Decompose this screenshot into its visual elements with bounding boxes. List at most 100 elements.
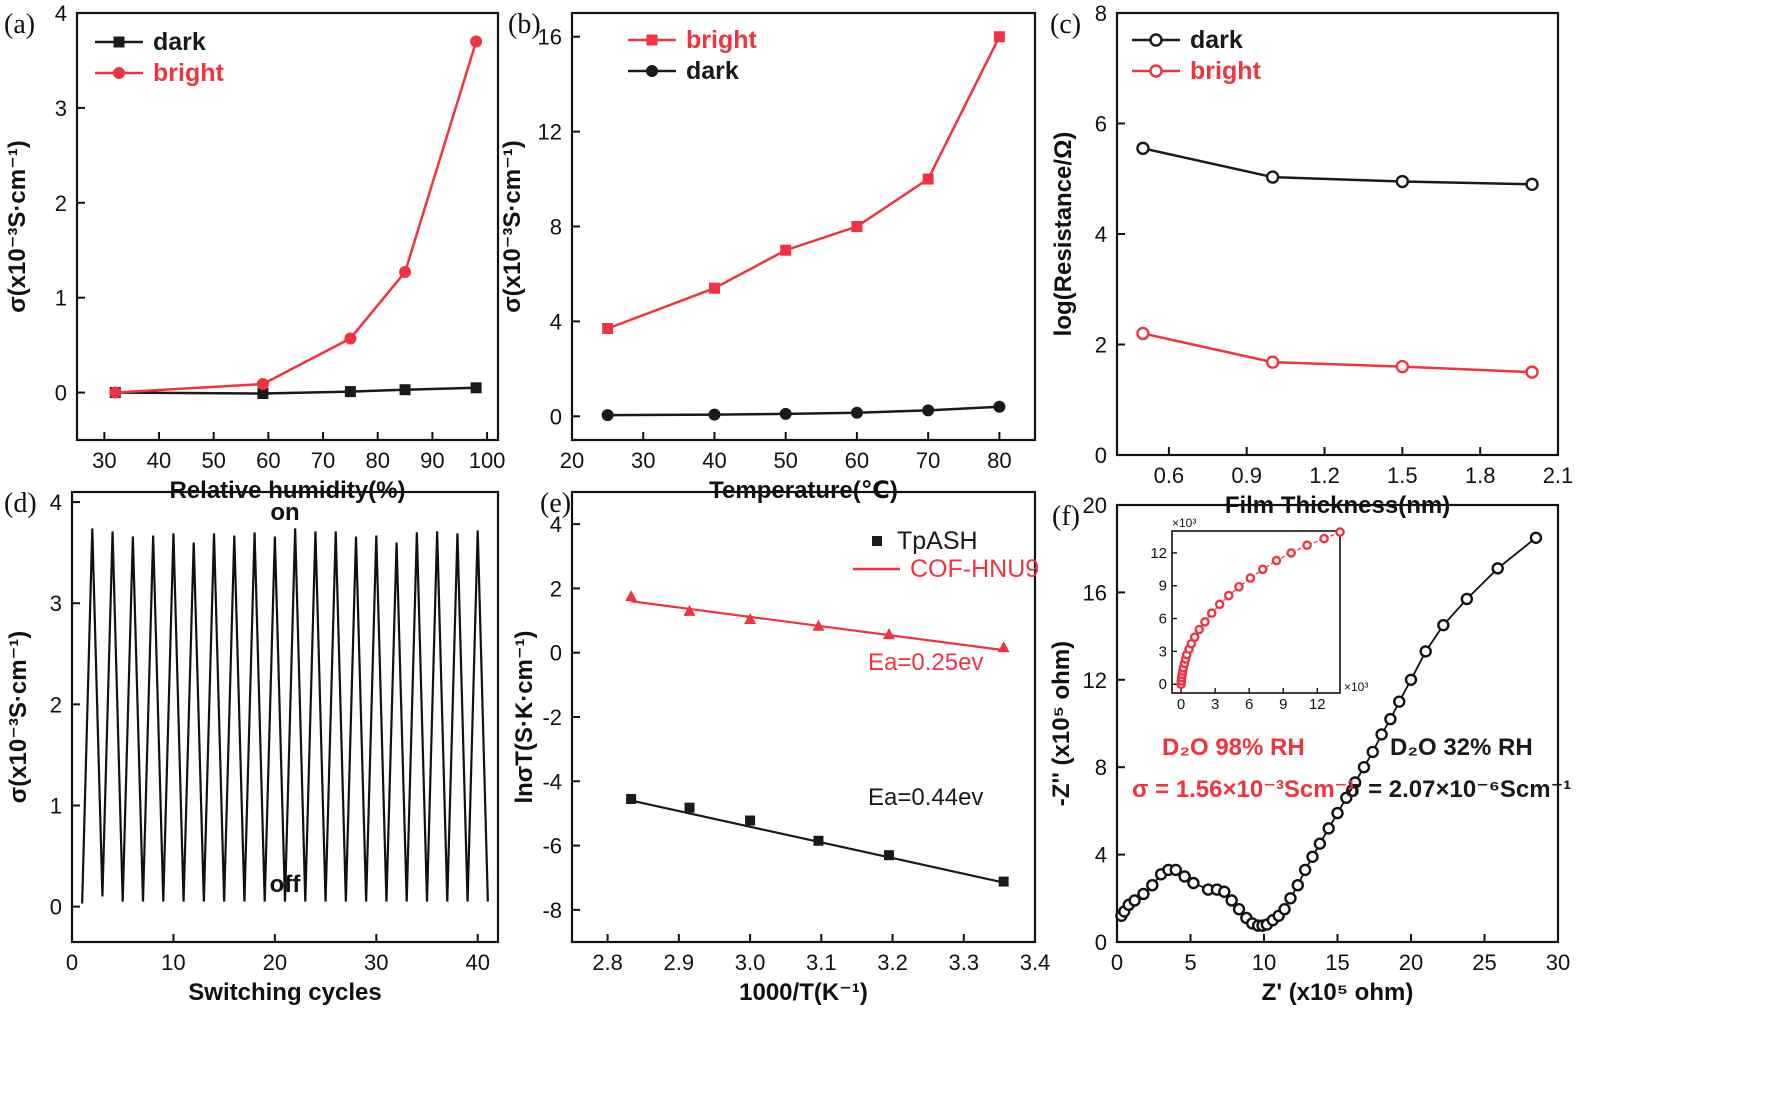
panel-label: (b) [508, 9, 541, 40]
data-point-bright [344, 332, 357, 345]
legend-label: bright [1190, 57, 1261, 85]
legend-label: dark [686, 57, 739, 85]
y-tick-label: 0 [50, 895, 62, 920]
inset-data-point [1271, 555, 1282, 566]
legend-label: dark [1190, 26, 1243, 54]
data-point-nyquist [1225, 894, 1238, 907]
data-point-TpASH [684, 802, 695, 813]
x-tick-label: 50 [773, 448, 797, 473]
data-point-bright [602, 323, 614, 335]
inset-x-multiplier: ×10³ [1344, 680, 1368, 694]
inset-data-point [1234, 582, 1244, 592]
data-point-COF-HNU9 [625, 590, 638, 602]
y-tick-label: 4 [50, 490, 62, 515]
data-point-TpASH [998, 876, 1009, 887]
inset-data-point [1319, 533, 1329, 544]
panel-e: 2.8 2.9 3.0 3.1 3.2 3.3 3.4 -8 -6 -4 -2 0 2 4 1000/T(K… [511, 488, 1050, 1006]
data-point-bright [399, 266, 412, 279]
activation-energy-label: Ea=0.25ev [868, 649, 983, 676]
x-tick-label: 20 [1399, 950, 1423, 975]
y-tick-label: 4 [550, 309, 562, 334]
x-tick-label: 0.6 [1154, 463, 1185, 488]
x-tick-label: 30 [631, 448, 655, 473]
legend-marker [1149, 33, 1163, 47]
data-point-nyquist [1437, 618, 1450, 632]
data-point-bright [993, 31, 1005, 43]
inset-x-tick-label: 12 [1309, 696, 1326, 713]
x-tick-label: 25 [1472, 950, 1496, 975]
y-tick-label: 1 [50, 793, 62, 818]
y-tick-label: 4 [1095, 843, 1107, 868]
x-tick-label: 10 [161, 950, 185, 975]
data-point-nyquist [1232, 903, 1246, 916]
y-tick-label: 12 [1083, 668, 1107, 693]
x-tick-label: 60 [845, 448, 869, 473]
data-point-nyquist [1404, 673, 1418, 686]
data-point-dark [257, 388, 269, 400]
y-axis-label: lnσT(S·K·cm⁻¹) [511, 630, 538, 803]
y-tick-label: 0 [1095, 443, 1107, 468]
inset-x-tick-label: 9 [1279, 696, 1287, 713]
inset-data-point [1286, 548, 1296, 558]
data-point-TpASH [813, 835, 824, 846]
y-tick-label: 0 [55, 381, 67, 406]
x-tick-label: 30 [364, 950, 388, 975]
series-line-bright [1142, 332, 1533, 374]
inset-data-point [1223, 590, 1234, 601]
data-point-nyquist [1278, 903, 1291, 916]
data-point-dark [993, 400, 1006, 413]
data-point-dark [1525, 177, 1539, 191]
inset-y-tick-label: 3 [1159, 643, 1167, 660]
legend-marker [646, 65, 658, 77]
x-tick-label: 70 [311, 448, 335, 473]
x-tick-label: 0 [66, 950, 78, 975]
data-point-bright [851, 221, 863, 232]
inset-x-tick-label: 3 [1211, 696, 1219, 713]
x-tick-label: 60 [256, 448, 280, 473]
inset-plot: 0 3 6 9 12 0 3 6 9 12 ×10³ ×10³ [1150, 516, 1368, 713]
data-point-dark [1265, 170, 1280, 184]
data-point-bright [109, 386, 122, 399]
data-point-dark [601, 409, 614, 422]
plot-frame [570, 11, 1037, 442]
off-annotation: off [270, 871, 302, 898]
inset-data-point [1245, 573, 1256, 583]
x-tick-label: 10 [1252, 950, 1276, 975]
inset-y-tick-label: 0 [1159, 676, 1167, 693]
inset-x-tick-label: 6 [1245, 696, 1253, 713]
data-point-COF-HNU9 [812, 619, 825, 631]
y-tick-label: -6 [542, 834, 562, 859]
x-axis-label: Z' (x10⁵ ohm) [1262, 979, 1414, 1006]
data-point-nyquist [1291, 878, 1305, 892]
data-point-nyquist [1128, 894, 1141, 907]
switching-trace [81, 528, 489, 904]
y-tick-label: -2 [542, 705, 562, 730]
inset-data-point [1200, 617, 1210, 627]
y-tick-label: 16 [538, 25, 562, 50]
y-tick-label: 2 [55, 191, 67, 216]
data-point-bright [470, 35, 483, 48]
data-point-nyquist [1393, 695, 1406, 708]
data-point-bright [922, 173, 934, 185]
data-point-dark [399, 384, 411, 396]
data-point-TpASH [883, 850, 894, 861]
data-point-nyquist [1178, 870, 1191, 883]
y-tick-label: 2 [1095, 333, 1107, 358]
data-point-nyquist [1218, 885, 1231, 898]
x-tick-label: 2.1 [1543, 463, 1574, 488]
x-tick-label: 1.8 [1465, 463, 1496, 488]
x-tick-label: 0.9 [1231, 463, 1262, 488]
data-point-nyquist [1348, 776, 1362, 789]
plot-frame [75, 11, 500, 442]
legend-label: TpASH [897, 527, 978, 555]
inset-x-tick-label: 0 [1177, 696, 1185, 713]
y-axis-label: log(Resistance/Ω) [1050, 132, 1077, 337]
data-point-bright [780, 244, 792, 256]
data-point-bright [1395, 359, 1410, 374]
data-point-dark [708, 408, 721, 421]
y-tick-label: 4 [55, 1, 67, 26]
y-tick-label: 2 [50, 692, 62, 717]
legend-marker [113, 36, 125, 48]
